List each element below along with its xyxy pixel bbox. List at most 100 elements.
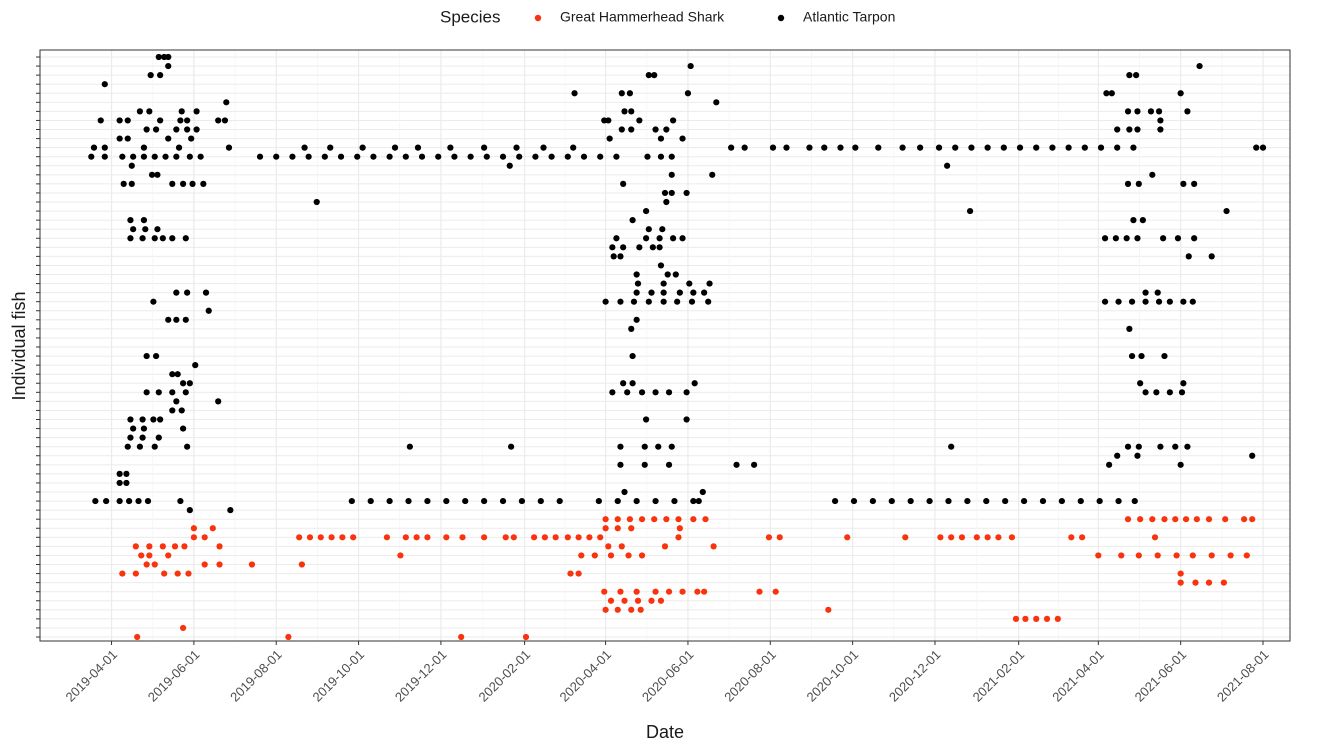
point	[127, 434, 134, 441]
point	[402, 153, 409, 160]
point	[193, 126, 200, 133]
point	[402, 534, 409, 541]
point	[1223, 207, 1230, 215]
point	[406, 443, 413, 450]
point	[1220, 579, 1227, 586]
point	[143, 126, 150, 133]
point	[609, 244, 616, 251]
point	[656, 244, 663, 251]
point	[173, 398, 180, 405]
point	[1139, 217, 1146, 224]
point	[614, 497, 621, 505]
point	[124, 117, 131, 124]
point	[648, 597, 655, 604]
point	[159, 235, 166, 242]
point	[875, 144, 882, 151]
point	[1191, 235, 1198, 242]
point	[227, 507, 234, 514]
point	[1160, 235, 1167, 242]
point	[1208, 253, 1215, 260]
panel-border	[39, 49, 1291, 642]
point	[173, 153, 180, 160]
point	[750, 461, 758, 468]
point	[1177, 461, 1184, 468]
point	[328, 534, 335, 541]
legend: Species Great Hammerhead Shark Atlantic T…	[440, 7, 895, 26]
point	[1137, 516, 1144, 523]
point	[626, 516, 634, 523]
point	[1253, 144, 1260, 151]
point	[447, 144, 454, 151]
point	[1149, 516, 1156, 523]
point	[638, 516, 646, 523]
point	[825, 606, 832, 613]
point	[679, 135, 686, 142]
point	[193, 108, 200, 115]
point	[641, 461, 648, 468]
point	[1147, 108, 1155, 115]
point	[637, 606, 644, 613]
point	[636, 244, 643, 251]
point	[1043, 615, 1051, 622]
point	[1222, 516, 1229, 523]
point	[1002, 497, 1009, 505]
point	[148, 171, 156, 178]
point	[397, 552, 404, 559]
point	[1126, 72, 1133, 79]
point	[617, 253, 624, 260]
point	[652, 126, 659, 133]
point	[1128, 298, 1136, 305]
point	[516, 153, 523, 160]
point	[1112, 235, 1119, 242]
point	[135, 497, 142, 505]
grid	[40, 50, 1290, 641]
point	[995, 534, 1002, 541]
point	[155, 53, 162, 61]
point	[92, 497, 99, 505]
point	[643, 207, 650, 215]
point	[144, 497, 152, 505]
point	[127, 217, 134, 224]
point	[664, 271, 671, 278]
point	[570, 144, 577, 151]
point	[169, 389, 176, 396]
point	[665, 461, 673, 468]
point	[683, 389, 690, 396]
point	[1128, 352, 1136, 360]
point	[621, 597, 628, 604]
point	[143, 389, 150, 396]
point	[165, 316, 172, 323]
point	[327, 144, 334, 151]
point	[1243, 552, 1250, 559]
point	[628, 606, 635, 613]
point	[699, 488, 706, 496]
point	[618, 90, 625, 97]
point	[1114, 126, 1121, 133]
point	[672, 271, 679, 278]
point	[140, 153, 148, 160]
point	[1101, 298, 1109, 305]
point	[169, 407, 176, 414]
point	[948, 443, 955, 450]
point	[120, 180, 127, 187]
point	[686, 280, 693, 287]
point	[1077, 497, 1084, 505]
point	[155, 434, 162, 441]
point	[1151, 534, 1159, 541]
legend-label: Great Hammerhead Shark	[560, 9, 725, 25]
point	[948, 534, 955, 541]
point	[540, 144, 547, 151]
point	[806, 144, 813, 151]
point	[142, 226, 149, 233]
point	[648, 289, 655, 296]
point	[669, 117, 677, 124]
point	[256, 153, 264, 160]
point	[414, 144, 422, 151]
point	[202, 289, 210, 296]
point	[151, 443, 158, 450]
point	[1016, 144, 1024, 151]
point	[101, 144, 108, 151]
point	[624, 389, 631, 396]
point	[127, 235, 134, 242]
point	[620, 380, 627, 387]
